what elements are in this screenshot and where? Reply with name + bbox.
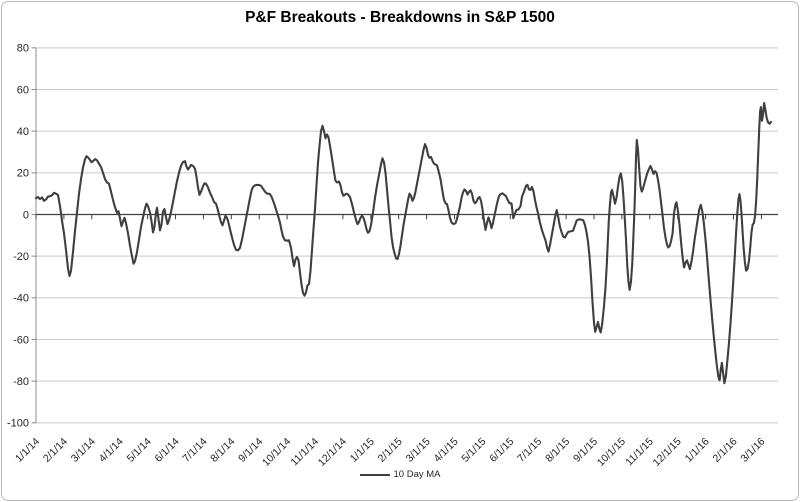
y-axis-label: 80 [17,43,29,55]
chart-legend: 10 Day MA [0,469,800,480]
y-axis-label: -100 [7,418,29,430]
x-axis-label: 3/1/15 [404,436,433,465]
x-axis-label: 5/1/14 [125,436,154,465]
y-axis-label: -40 [13,293,29,305]
x-axis-label: 7/1/15 [515,436,544,465]
x-axis-label: 5/1/15 [459,436,488,465]
x-axis-label: 12/1/15 [651,436,684,469]
y-axis-label: 20 [17,168,29,180]
x-axis-label: 10/1/14 [260,436,293,469]
x-axis-label: 6/1/15 [487,436,516,465]
x-axis-label: 10/1/15 [595,436,628,469]
legend-series-label: 10 Day MA [393,469,441,480]
y-axis-label: -20 [13,251,29,263]
y-axis-label: -60 [13,334,29,346]
x-axis-label: 4/1/15 [431,436,460,465]
y-axis-label: 0 [23,209,29,221]
y-axis-label: -80 [13,376,29,388]
x-axis-label: 7/1/14 [180,436,209,465]
x-axis-label: 6/1/14 [152,436,181,465]
chart-title: P&F Breakouts - Breakdowns in S&P 1500 [245,9,555,26]
y-axis-label: 40 [17,126,29,138]
y-axis-label: 60 [17,84,29,96]
x-axis-label: 3/1/14 [69,436,98,465]
series-line-10-day-ma [34,101,773,385]
x-axis-label: 2/1/16 [710,436,739,465]
x-axis-label: 8/1/15 [543,436,572,465]
x-axis-label: 11/1/14 [288,436,321,469]
x-axis-label: 4/1/14 [97,436,126,465]
x-axis-label: 1/1/14 [13,436,42,465]
x-axis-label: 3/1/16 [738,436,767,465]
x-axis-label: 8/1/14 [208,436,237,465]
x-axis-label: 1/1/15 [348,436,377,465]
x-axis-label: 12/1/14 [316,436,349,469]
x-axis-label: 11/1/15 [623,436,656,469]
x-axis-label: 1/1/16 [683,436,712,465]
x-axis-label: 2/1/14 [41,436,70,465]
x-axis-label: 2/1/15 [376,436,405,465]
legend-line-swatch [359,473,390,476]
